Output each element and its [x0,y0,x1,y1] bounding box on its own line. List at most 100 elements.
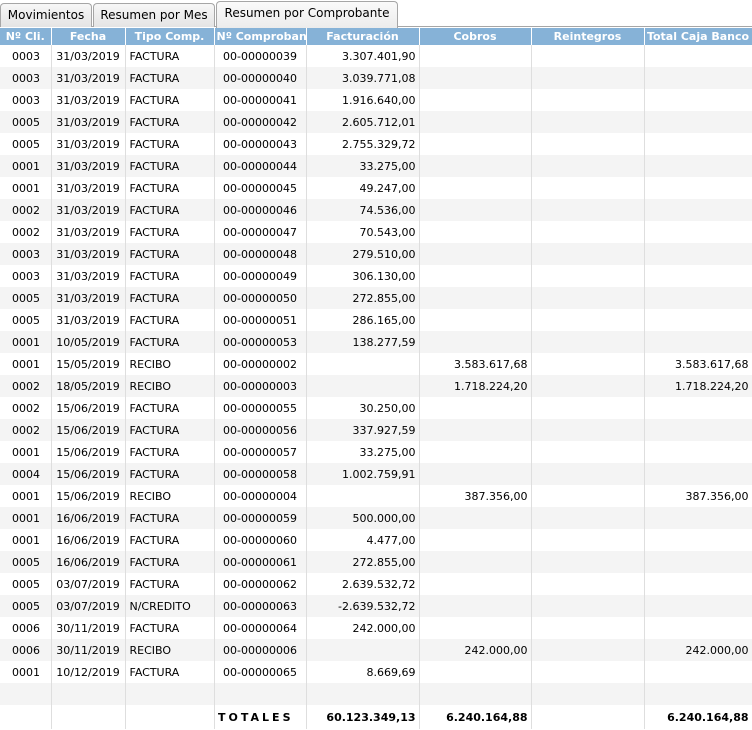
cobros-cell [419,463,532,485]
reintegros-cell [531,595,645,617]
tab-movimientos[interactable]: Movimientos [0,3,92,27]
total-caja-banco-cell [644,45,752,67]
column-header-fecha[interactable]: Fecha [51,28,126,45]
cobros-cell [419,551,532,573]
comprobante-cell: 00-00000057 [214,441,307,463]
tipo-comp-cell: FACTURA [125,221,215,243]
reintegros-cell [531,463,645,485]
total-caja-banco-cell [644,155,752,177]
column-header-cobros[interactable]: Cobros [419,28,532,45]
table-row[interactable]: 0005 31/03/2019 FACTURA 00-00000043 2.755.32… [0,133,752,155]
column-header-facturacion[interactable]: Facturación [306,28,420,45]
table-row[interactable]: 0005 16/06/2019 FACTURA 00-00000061 272.855,… [0,551,752,573]
comprobante-cell: 00-00000043 [214,133,307,155]
total-caja-banco-cell [644,507,752,529]
cobros-cell [419,397,532,419]
facturacion-cell: 242.000,00 [306,617,420,639]
reintegros-cell [531,221,645,243]
tipo-comp-cell: FACTURA [125,309,215,331]
table-row[interactable]: 0005 03/07/2019 FACTURA 00-00000062 2.639.53… [0,573,752,595]
facturacion-cell [306,375,420,397]
table-row[interactable]: 0001 31/03/2019 FACTURA 00-00000045 49.247,0… [0,177,752,199]
facturacion-cell: 74.536,00 [306,199,420,221]
table-row[interactable]: 0001 15/06/2019 RECIBO 00-00000004 387.356,0… [0,485,752,507]
table-row[interactable]: 0002 15/06/2019 FACTURA 00-00000055 30.250,0… [0,397,752,419]
column-header-reintegros[interactable]: Reintegros [531,28,645,45]
cliente-cell: 0001 [0,155,52,177]
table-row[interactable]: 0001 10/12/2019 FACTURA 00-00000065 8.669,69 [0,661,752,683]
fecha-cell: 31/03/2019 [51,177,126,199]
tab-resumen-por-comprobante[interactable]: Resumen por Comprobante [216,1,398,28]
table-row[interactable]: 0001 10/05/2019 FACTURA 00-00000053 138.277,… [0,331,752,353]
comprobante-cell: 00-00000046 [214,199,307,221]
table-row[interactable]: 0003 31/03/2019 FACTURA 00-00000039 3.307.40… [0,45,752,67]
cobros-cell [419,507,532,529]
reintegros-cell [531,661,645,683]
total-caja-banco-cell [644,111,752,133]
tipo-comp-cell: FACTURA [125,67,215,89]
reintegros-cell [531,551,645,573]
column-header-total-caja-banco[interactable]: Total Caja Banco [644,28,752,45]
table-row[interactable]: 0005 31/03/2019 FACTURA 00-00000042 2.605.71… [0,111,752,133]
table-row[interactable]: 0003 31/03/2019 FACTURA 00-00000048 279.510,… [0,243,752,265]
reintegros-cell [531,573,645,595]
total-caja-banco-cell [644,441,752,463]
column-header-comprobante[interactable]: Nº Comprobante [214,28,307,45]
table-row[interactable]: 0002 31/03/2019 FACTURA 00-00000047 70.543,0… [0,221,752,243]
cobros-cell [419,67,532,89]
comprobante-cell: 00-00000041 [214,89,307,111]
reintegros-cell [531,529,645,551]
facturacion-cell: 272.855,00 [306,551,420,573]
table-row[interactable]: 0001 15/05/2019 RECIBO 00-00000002 3.583.617… [0,353,752,375]
column-header-cliente[interactable]: Nº Cli. [0,28,52,45]
table-row[interactable]: 0002 18/05/2019 RECIBO 00-00000003 1.718.224… [0,375,752,397]
table-row[interactable]: 0001 16/06/2019 FACTURA 00-00000060 4.477,00 [0,529,752,551]
comprobante-cell: 00-00000042 [214,111,307,133]
table-row[interactable] [0,683,752,705]
tab-resumen-por-mes[interactable]: Resumen por Mes [93,3,215,27]
table-row[interactable]: 0006 30/11/2019 FACTURA 00-00000064 242.000,… [0,617,752,639]
totals-empty-cell [125,705,215,729]
cliente-cell: 0005 [0,309,52,331]
facturacion-cell: 33.275,00 [306,155,420,177]
fecha-cell: 31/03/2019 [51,111,126,133]
fecha-cell: 03/07/2019 [51,595,126,617]
facturacion-cell: 286.165,00 [306,309,420,331]
fecha-cell: 30/11/2019 [51,617,126,639]
totals-cobros: 6.240.164,88 [419,705,532,729]
comprobante-cell: 00-00000004 [214,485,307,507]
cobros-cell [419,419,532,441]
reintegros-cell [531,89,645,111]
table-row[interactable]: 0001 31/03/2019 FACTURA 00-00000044 33.275,0… [0,155,752,177]
cliente-cell: 0006 [0,617,52,639]
total-caja-banco-cell [644,199,752,221]
reintegros-cell [531,485,645,507]
reintegros-cell [531,441,645,463]
reintegros-cell [531,155,645,177]
comprobante-cell: 00-00000039 [214,45,307,67]
comprobante-cell: 00-00000045 [214,177,307,199]
cliente-cell: 0003 [0,243,52,265]
table-row[interactable]: 0005 03/07/2019 N/CREDITO 00-00000063 -2.639… [0,595,752,617]
tipo-comp-cell: RECIBO [125,485,215,507]
table-row[interactable]: 0005 31/03/2019 FACTURA 00-00000051 286.165,… [0,309,752,331]
table-row[interactable]: 0001 15/06/2019 FACTURA 00-00000057 33.275,0… [0,441,752,463]
table-row[interactable]: 0005 31/03/2019 FACTURA 00-00000050 272.855,… [0,287,752,309]
table-row[interactable]: 0001 16/06/2019 FACTURA 00-00000059 500.000,… [0,507,752,529]
table-row[interactable]: 0003 31/03/2019 FACTURA 00-00000049 306.130,… [0,265,752,287]
comprobante-cell: 00-00000065 [214,661,307,683]
cliente-cell [0,683,52,705]
totals-facturacion: 60.123.349,13 [306,705,420,729]
table-row[interactable]: 0003 31/03/2019 FACTURA 00-00000040 3.039.77… [0,67,752,89]
tipo-comp-cell: FACTURA [125,89,215,111]
table-row[interactable]: 0002 15/06/2019 FACTURA 00-00000056 337.927,… [0,419,752,441]
comprobante-cell: 00-00000049 [214,265,307,287]
table-row[interactable]: 0004 15/06/2019 FACTURA 00-00000058 1.002.75… [0,463,752,485]
table-row[interactable]: 0006 30/11/2019 RECIBO 00-00000006 242.000,0… [0,639,752,661]
totals-label: TOTALES [214,705,307,729]
tipo-comp-cell: FACTURA [125,177,215,199]
table-row[interactable]: 0002 31/03/2019 FACTURA 00-00000046 74.536,0… [0,199,752,221]
column-header-tipo-comp[interactable]: Tipo Comp. [125,28,215,45]
tipo-comp-cell: FACTURA [125,463,215,485]
table-row[interactable]: 0003 31/03/2019 FACTURA 00-00000041 1.916.64… [0,89,752,111]
